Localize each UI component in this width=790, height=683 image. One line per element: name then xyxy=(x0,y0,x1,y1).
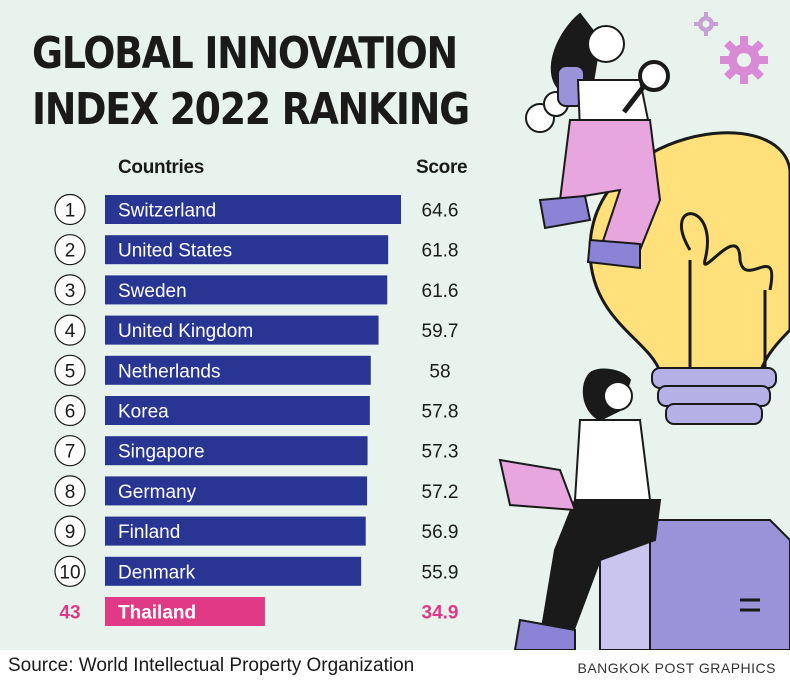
bar xyxy=(105,476,368,506)
bar-category-label: Switzerland xyxy=(118,201,216,222)
rank-label: 9 xyxy=(65,522,76,543)
bar xyxy=(105,275,388,305)
bar-value-label: 61.8 xyxy=(422,241,459,262)
bar-value-label: 64.6 xyxy=(422,201,459,222)
bar-category-label: United Kingdom xyxy=(118,321,253,342)
rank-circle xyxy=(54,475,86,507)
title-line-1: GLOBAL INNOVATION xyxy=(32,28,458,79)
bar xyxy=(105,195,401,224)
bar-category-label: Germany xyxy=(118,482,197,503)
illustration xyxy=(498,12,790,650)
rank-circle xyxy=(54,274,86,306)
countries-header: Countries xyxy=(118,157,204,178)
bar-value-label: 55.9 xyxy=(422,562,459,583)
bar-category-label: Thailand xyxy=(118,603,196,624)
bar-value-label: 61.6 xyxy=(422,281,459,302)
rank-label: 6 xyxy=(65,402,76,423)
ranking-chart: 1 Switzerland 64.6 2 United States 61.8 3 Swede… xyxy=(54,193,459,626)
graphics-credit: BANGKOK POST GRAPHICS xyxy=(577,660,776,676)
rank-label: 4 xyxy=(65,321,76,342)
bar xyxy=(105,597,265,626)
bar xyxy=(105,315,379,345)
source-note: Source: World Intellectual Property Orga… xyxy=(8,655,415,676)
rank-circle xyxy=(54,314,86,346)
score-header: Score xyxy=(416,157,468,178)
bar-category-label: Sweden xyxy=(118,281,187,302)
bar-value-label: 57.8 xyxy=(422,402,459,423)
bar-value-label: 56.9 xyxy=(422,522,459,543)
bar-category-label: United States xyxy=(118,241,232,262)
rank-label: 5 xyxy=(65,361,76,382)
rank-circle xyxy=(54,234,86,266)
bar-value-label: 58 xyxy=(429,361,450,382)
woman-with-magnifier xyxy=(538,12,670,270)
rank-label: 10 xyxy=(59,562,80,583)
rank-label: 2 xyxy=(65,241,76,262)
woman-with-laptop xyxy=(498,368,790,650)
bar xyxy=(105,556,362,586)
bar-category-label: Netherlands xyxy=(118,361,220,382)
chart-title: GLOBAL INNOVATION INDEX 2022 RANKING xyxy=(32,26,470,138)
rank-label: 8 xyxy=(65,482,76,503)
bar-value-label: 57.3 xyxy=(422,442,459,463)
bar xyxy=(105,396,370,425)
rank-circle xyxy=(54,555,86,587)
rank-label: 7 xyxy=(65,442,76,463)
gear-icon xyxy=(720,36,768,84)
small-gear-icon xyxy=(694,12,718,36)
bar-category-label: Finland xyxy=(118,522,180,543)
bar xyxy=(105,516,366,546)
rank-label: 3 xyxy=(65,281,76,302)
bar-value-label: 34.9 xyxy=(422,603,459,624)
bar xyxy=(105,436,368,466)
bar-value-label: 59.7 xyxy=(422,321,459,342)
rank-circle xyxy=(54,193,86,226)
bar xyxy=(105,235,389,265)
bar-value-label: 57.2 xyxy=(422,482,459,503)
bar-category-label: Denmark xyxy=(118,562,196,583)
rank-circle xyxy=(54,394,86,427)
rank-circle xyxy=(54,515,86,547)
bar-category-label: Singapore xyxy=(118,442,205,463)
bar xyxy=(105,355,371,385)
rank-label: 1 xyxy=(65,201,76,222)
rank-label: 43 xyxy=(59,603,80,624)
rank-circle xyxy=(54,354,86,386)
rank-circle xyxy=(54,435,86,467)
title-line-2: INDEX 2022 RANKING xyxy=(32,84,470,135)
bar-category-label: Korea xyxy=(118,402,169,423)
